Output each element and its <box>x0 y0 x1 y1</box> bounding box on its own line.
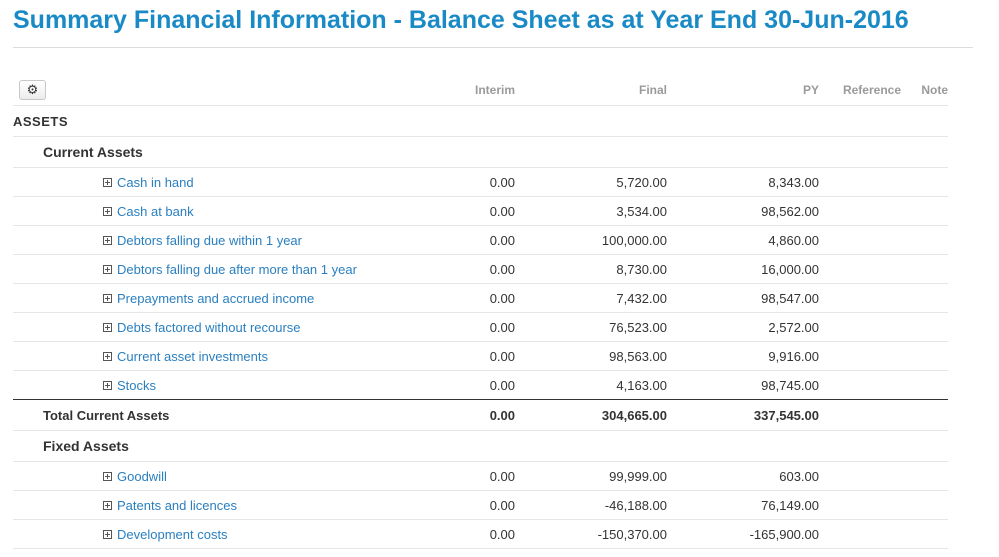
interim-value: 0.00 <box>489 497 515 513</box>
interim-value: 0.00 <box>489 348 515 364</box>
expand-icon[interactable] <box>103 293 112 303</box>
py-value: 2,572.00 <box>768 319 819 335</box>
current-assets-heading: Current Assets <box>43 144 143 160</box>
final-value: 99,999.00 <box>609 468 667 484</box>
table-row: Debtors falling due after more than 1 ye… <box>13 255 948 284</box>
table-row: Current asset investments 0.00 98,563.00… <box>13 342 948 371</box>
py-value: 4,860.00 <box>768 232 819 248</box>
fixed-assets-heading-row: Fixed Assets <box>13 431 948 462</box>
py-value: 98,745.00 <box>761 377 819 393</box>
expand-icon[interactable] <box>103 177 112 187</box>
expand-icon[interactable] <box>103 380 112 390</box>
interim-value: 0.00 <box>489 261 515 277</box>
expand-icon[interactable] <box>103 351 112 361</box>
expand-icon[interactable] <box>103 264 112 274</box>
interim-value: 0.00 <box>489 174 515 190</box>
table-row: Cash in hand 0.00 5,720.00 8,343.00 <box>13 168 948 197</box>
total-label: Total Current Assets <box>43 407 170 423</box>
py-value: 603.00 <box>779 468 819 484</box>
interim-value: 0.00 <box>489 377 515 393</box>
column-header-interim[interactable]: Interim <box>474 83 515 97</box>
expand-icon[interactable] <box>103 235 112 245</box>
line-item-link[interactable]: Cash at bank <box>103 197 194 225</box>
current-assets-heading-row: Current Assets <box>13 137 948 168</box>
total-interim-value: 0.00 <box>489 407 515 423</box>
interim-value: 0.00 <box>489 526 515 542</box>
gear-icon: ⚙ <box>26 82 39 97</box>
table-row: Cash at bank 0.00 3,534.00 98,562.00 <box>13 197 948 226</box>
expand-icon[interactable] <box>103 322 112 332</box>
final-value: 3,534.00 <box>616 203 667 219</box>
final-value: 98,563.00 <box>609 348 667 364</box>
table-row: Patents and licences 0.00 -46,188.00 76,… <box>13 491 948 520</box>
py-value: 98,562.00 <box>761 203 819 219</box>
total-final-value: 304,665.00 <box>601 407 667 423</box>
title-divider <box>13 47 973 48</box>
py-value: -165,900.00 <box>749 526 819 542</box>
table-row: Stocks 0.00 4,163.00 98,745.00 <box>13 371 948 400</box>
line-item-link[interactable]: Debtors falling due within 1 year <box>103 226 302 254</box>
table-row: Debtors falling due within 1 year 0.00 1… <box>13 226 948 255</box>
interim-value: 0.00 <box>489 468 515 484</box>
line-item-link[interactable]: Goodwill <box>103 462 167 490</box>
assets-heading: ASSETS <box>13 113 69 129</box>
column-header-py[interactable]: PY <box>802 83 819 97</box>
expand-icon[interactable] <box>103 206 112 216</box>
balance-sheet-table: ⚙ Interim Final PY Reference Note ASSETS… <box>13 75 948 549</box>
interim-value: 0.00 <box>489 232 515 248</box>
expand-icon[interactable] <box>103 471 112 481</box>
py-value: 76,149.00 <box>761 497 819 513</box>
py-value: 9,916.00 <box>768 348 819 364</box>
line-item-link[interactable]: Prepayments and accrued income <box>103 284 314 312</box>
table-row: Goodwill 0.00 99,999.00 603.00 <box>13 462 948 491</box>
final-value: -150,370.00 <box>597 526 667 542</box>
py-value: 16,000.00 <box>761 261 819 277</box>
line-item-link[interactable]: Cash in hand <box>103 168 194 196</box>
line-item-link[interactable]: Debts factored without recourse <box>103 313 301 341</box>
line-item-link[interactable]: Stocks <box>103 371 156 399</box>
assets-heading-row: ASSETS <box>13 106 948 137</box>
py-value: 8,343.00 <box>768 174 819 190</box>
line-item-link[interactable]: Patents and licences <box>103 491 237 519</box>
expand-icon[interactable] <box>103 529 112 539</box>
page-title: Summary Financial Information - Balance … <box>13 6 909 34</box>
py-value: 98,547.00 <box>761 290 819 306</box>
interim-value: 0.00 <box>489 203 515 219</box>
final-value: 76,523.00 <box>609 319 667 335</box>
table-header: ⚙ Interim Final PY Reference Note <box>13 75 948 106</box>
interim-value: 0.00 <box>489 290 515 306</box>
final-value: 100,000.00 <box>601 232 667 248</box>
final-value: 4,163.00 <box>616 377 667 393</box>
expand-icon[interactable] <box>103 500 112 510</box>
line-item-link[interactable]: Development costs <box>103 520 228 548</box>
table-row: Development costs 0.00 -150,370.00 -165,… <box>13 520 948 549</box>
final-value: -46,188.00 <box>604 497 667 513</box>
fixed-assets-heading: Fixed Assets <box>43 438 129 454</box>
final-value: 5,720.00 <box>616 174 667 190</box>
interim-value: 0.00 <box>489 319 515 335</box>
table-row: Prepayments and accrued income 0.00 7,43… <box>13 284 948 313</box>
settings-button[interactable]: ⚙ <box>19 80 46 100</box>
table-row: Debts factored without recourse 0.00 76,… <box>13 313 948 342</box>
total-py-value: 337,545.00 <box>753 407 819 423</box>
final-value: 7,432.00 <box>616 290 667 306</box>
final-value: 8,730.00 <box>616 261 667 277</box>
column-header-final[interactable]: Final <box>638 83 667 97</box>
total-current-assets-row: Total Current Assets 0.00 304,665.00 337… <box>13 400 948 431</box>
line-item-link[interactable]: Debtors falling due after more than 1 ye… <box>103 255 357 283</box>
column-header-reference[interactable]: Reference <box>842 83 901 97</box>
column-header-note[interactable]: Note <box>921 83 948 97</box>
line-item-link[interactable]: Current asset investments <box>103 342 268 370</box>
